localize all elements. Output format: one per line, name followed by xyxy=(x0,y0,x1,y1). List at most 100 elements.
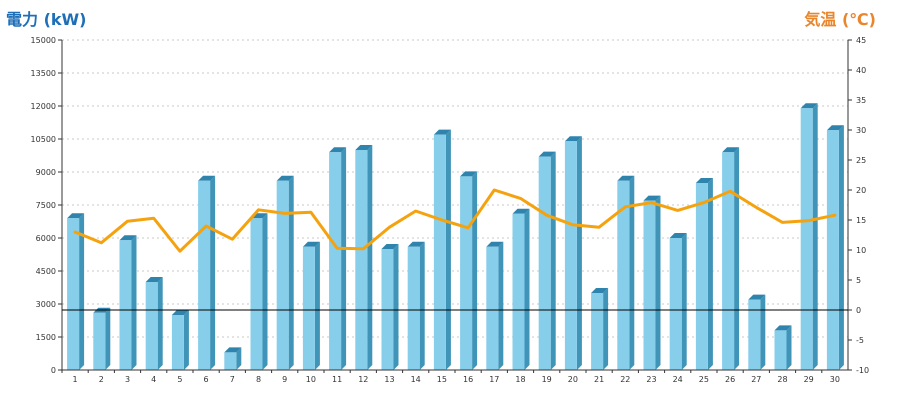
right-tick-label: 10 xyxy=(856,246,866,255)
right-tick-label: 35 xyxy=(856,96,866,105)
bar-top xyxy=(512,208,530,214)
bar-side xyxy=(79,213,85,370)
x-tick-label: 10 xyxy=(306,375,316,384)
right-tick-label: 40 xyxy=(856,66,866,75)
bar-front xyxy=(67,218,80,370)
bar-side xyxy=(367,145,373,370)
bar xyxy=(276,175,294,370)
bar xyxy=(460,171,478,370)
bar-front xyxy=(695,183,708,370)
bar-side xyxy=(524,208,530,370)
bar-front xyxy=(198,180,211,370)
bar xyxy=(250,213,268,370)
bar xyxy=(381,244,399,370)
bar-side xyxy=(472,171,478,370)
bar-side xyxy=(812,103,818,370)
bar-front xyxy=(460,176,473,370)
bar-top xyxy=(302,241,320,247)
x-tick-label: 5 xyxy=(177,375,182,384)
bar-top xyxy=(224,347,242,353)
bar-front xyxy=(302,246,315,370)
bar-top xyxy=(643,195,661,201)
bar-front xyxy=(564,141,577,370)
left-tick-label: 3000 xyxy=(36,300,56,309)
x-tick-label: 25 xyxy=(699,375,709,384)
left-tick-label: 9000 xyxy=(36,168,56,177)
bar-top xyxy=(198,175,216,181)
left-tick-label: 15000 xyxy=(31,36,56,45)
bar-top xyxy=(381,244,399,249)
x-tick-label: 29 xyxy=(804,375,814,384)
bar-top xyxy=(800,103,818,109)
bar-side xyxy=(629,175,635,370)
bar-front xyxy=(433,134,446,370)
left-tick-label: 7500 xyxy=(36,201,56,210)
bar-side xyxy=(838,125,844,370)
bar-front xyxy=(800,108,813,370)
bar-side xyxy=(707,178,713,370)
bar-side xyxy=(288,175,294,370)
right-tick-label: 25 xyxy=(856,156,866,165)
bar-side xyxy=(157,277,163,370)
bar-front xyxy=(722,152,735,370)
bar-front xyxy=(250,218,263,370)
bar-front xyxy=(329,152,342,370)
right-tick-label: 0 xyxy=(856,306,861,315)
bar-top xyxy=(669,233,687,238)
bar-side xyxy=(786,325,792,370)
bar-top xyxy=(329,147,347,153)
bar-side xyxy=(734,147,740,370)
x-tick-label: 8 xyxy=(256,375,261,384)
bar xyxy=(224,347,242,370)
x-tick-label: 24 xyxy=(673,375,683,384)
bar-side xyxy=(498,241,504,370)
bar xyxy=(355,145,373,370)
bar-front xyxy=(538,156,551,370)
bar-side xyxy=(603,288,609,370)
x-tick-label: 3 xyxy=(125,375,130,384)
bar xyxy=(486,241,504,370)
x-tick-label: 18 xyxy=(515,375,525,384)
right-tick-label: 5 xyxy=(856,276,861,285)
bar-top xyxy=(748,294,766,300)
x-tick-label: 15 xyxy=(437,375,447,384)
bar-side xyxy=(419,241,425,370)
bar-top xyxy=(826,125,844,131)
x-tick-label: 20 xyxy=(568,375,578,384)
bar xyxy=(538,151,556,370)
bar xyxy=(93,307,111,370)
bar xyxy=(512,208,530,370)
bar-side xyxy=(236,347,242,370)
bar-side xyxy=(393,244,399,370)
bar-front xyxy=(617,180,630,370)
x-tick-label: 11 xyxy=(332,375,342,384)
right-axis-title: 気温 (℃) xyxy=(804,10,876,29)
bar-top xyxy=(564,136,582,142)
bar-front xyxy=(486,246,499,370)
bar-top xyxy=(145,277,163,282)
bar-side xyxy=(341,147,347,370)
x-tick-label: 6 xyxy=(204,375,209,384)
x-tick-label: 30 xyxy=(830,375,840,384)
bar-top xyxy=(276,175,294,181)
right-tick-label: 45 xyxy=(856,36,866,45)
bar xyxy=(329,147,347,370)
right-tick-label: 20 xyxy=(856,186,866,195)
bar-side xyxy=(655,195,661,370)
bar xyxy=(302,241,320,370)
bar-top xyxy=(119,235,137,241)
bar-top xyxy=(486,241,504,247)
bar-side xyxy=(105,307,111,370)
x-tick-label: 12 xyxy=(358,375,368,384)
x-tick-label: 21 xyxy=(594,375,604,384)
bar xyxy=(564,136,582,370)
bar xyxy=(695,178,713,370)
bar-top xyxy=(617,175,635,181)
bar-front xyxy=(224,352,237,370)
bar-top xyxy=(460,171,478,177)
bar xyxy=(198,175,216,370)
bar-front xyxy=(355,150,368,370)
bar-front xyxy=(407,246,420,370)
bar xyxy=(748,294,766,370)
bar-side xyxy=(681,233,687,370)
